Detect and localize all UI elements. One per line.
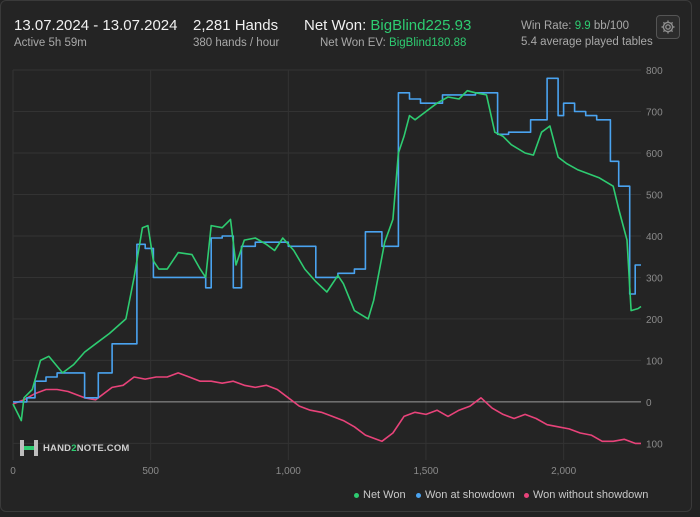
- x-tick-label: 2,000: [551, 466, 576, 477]
- legend-won-without-showdown[interactable]: Won without showdown: [524, 489, 648, 501]
- hand2note-logo: HAND2NOTE.COM: [19, 439, 129, 457]
- x-tick-label: 500: [142, 466, 159, 477]
- hands-count: 2,281 Hands: [193, 17, 279, 34]
- logo-text-accent: 2: [71, 443, 77, 454]
- chart-grid: [12, 69, 641, 460]
- logo-text-post: NOTE.COM: [76, 443, 130, 454]
- logo-text: HAND2NOTE.COM: [43, 443, 130, 454]
- legend-dot-non-showdown: [524, 492, 529, 498]
- header: 13.07.2024 - 13.07.2024 Active 5h 59m 2,…: [0, 0, 692, 60]
- series-line-won-at-showdown: [13, 77, 641, 403]
- legend-label-showdown: Won at showdown: [425, 489, 515, 501]
- y-tick-label: 300: [646, 273, 663, 284]
- gear-icon: [661, 20, 675, 34]
- net-won-ev-value: BigBlind180.88: [389, 37, 467, 49]
- settings-button[interactable]: [656, 15, 680, 39]
- logo-text-pre: HAND: [43, 443, 72, 454]
- y-tick-label: 100: [646, 439, 663, 450]
- graph-panel: [0, 0, 692, 512]
- hand2note-logo-icon: [20, 440, 38, 456]
- win-rate-unit: bb/100: [593, 20, 630, 32]
- legend-label-net-won: Net Won: [363, 489, 406, 501]
- y-tick-label: 600: [646, 149, 663, 160]
- legend-net-won[interactable]: Net Won: [354, 489, 406, 501]
- y-tick-label: 100: [646, 356, 663, 367]
- win-rate-label: Win Rate:: [521, 20, 572, 32]
- x-tick-label: 1,000: [276, 466, 301, 477]
- net-won-ev: Net Won EV: BigBlind180.88: [320, 37, 466, 49]
- net-won-label: Net Won:: [304, 17, 367, 34]
- net-won-ev-label: Net Won EV:: [320, 37, 386, 49]
- net-won: Net Won: BigBlind225.93: [304, 17, 471, 34]
- x-tick-label: 0: [10, 466, 16, 477]
- average-tables: 5.4 average played tables: [521, 36, 653, 48]
- win-rate: Win Rate: 9.9 bb/100: [521, 20, 629, 32]
- y-tick-label: 400: [646, 232, 663, 243]
- hands-per-hour: 380 hands / hour: [193, 37, 280, 49]
- net-won-value: BigBlind225.93: [370, 17, 472, 34]
- date-range: 13.07.2024 - 13.07.2024: [14, 17, 178, 34]
- x-tick-label: 1,500: [413, 466, 438, 477]
- y-tick-label: 700: [646, 107, 663, 118]
- y-axis-ticks: 100 0 100 200 300 400 500 600 700 800: [646, 66, 663, 450]
- legend-dot-showdown: [416, 492, 421, 498]
- legend-dot-net-won: [354, 492, 359, 498]
- series-line-net-won: [12, 89, 642, 422]
- y-tick-label: 200: [646, 315, 663, 326]
- legend-won-at-showdown[interactable]: Won at showdown: [416, 489, 515, 501]
- win-rate-value: 9.9: [574, 20, 591, 32]
- y-tick-label: 500: [646, 190, 663, 201]
- legend-label-non-showdown: Won without showdown: [533, 489, 649, 501]
- series-line-won-without-showdown: [12, 372, 641, 445]
- y-tick-label: 0: [646, 398, 652, 409]
- chart-series: [12, 77, 642, 445]
- x-axis-ticks: 0 500 1,000 1,500 2,000: [10, 466, 576, 477]
- y-tick-label: 800: [646, 66, 663, 77]
- active-time: Active 5h 59m: [14, 37, 87, 49]
